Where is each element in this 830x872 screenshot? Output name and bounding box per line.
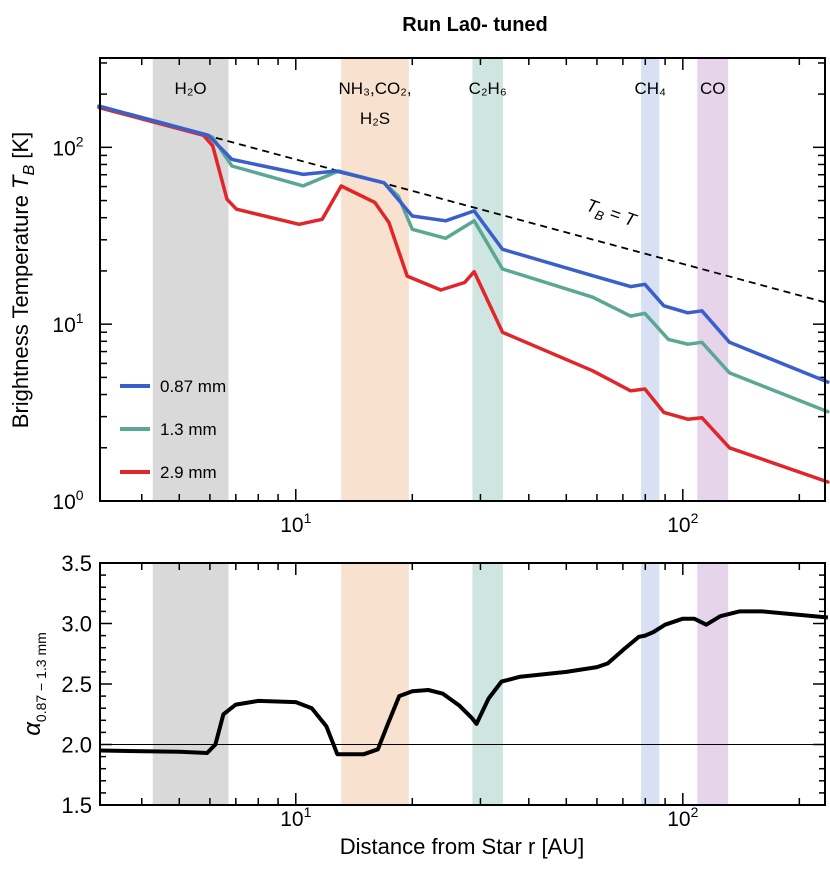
x-axis-label: Distance from Star r [AU]	[340, 834, 585, 859]
spectral-index-panel: 1.5 2.0 2.5 3.0 3.5 101 102 α0.87 − 1.3 mm	[19, 551, 829, 831]
series-line-2-9-mm	[97, 105, 830, 484]
y-tick-label: 1.5	[61, 793, 92, 818]
y-tick-label: 2.0	[61, 733, 92, 758]
y-tick-label: 3.5	[61, 551, 92, 576]
band-label: H₂S	[360, 109, 390, 128]
x-tick-label: 102	[667, 804, 698, 831]
ice-line-band	[341, 563, 409, 805]
legend-label: 0.87 mm	[160, 377, 226, 396]
ice-line-band	[697, 563, 729, 805]
y-tick-label: 102	[52, 133, 83, 160]
legend-label: 2.9 mm	[160, 463, 217, 482]
series-line-1-3-mm	[97, 104, 830, 414]
band-label: NH₃,CO₂,	[339, 79, 412, 98]
plot-frame	[99, 57, 826, 502]
y-tick-label: 101	[52, 310, 83, 337]
band-label: C₂H₆	[469, 79, 507, 98]
ice-line-band	[697, 58, 729, 501]
plot-frame	[99, 562, 826, 806]
x-tick-label: 101	[280, 510, 311, 537]
y-tick-label: 3.0	[61, 612, 92, 637]
legend-label: 1.3 mm	[160, 420, 217, 439]
ice-line-band	[641, 58, 660, 501]
reference-line-tb-equals-t	[99, 105, 826, 304]
band-label: H₂O	[175, 79, 207, 98]
y-tick-label: 2.5	[61, 672, 92, 697]
band-label: CH₄	[634, 79, 666, 98]
y-tick-label: 100	[52, 487, 83, 514]
brightness-temperature-panel: H₂O NH₃,CO₂, H₂S C₂H₆ CH₄ CO 100 101 102 101 102 TB…	[8, 57, 830, 537]
x-tick-label: 102	[667, 510, 698, 537]
ice-line-band	[341, 58, 409, 501]
reference-line-label: TB = T	[582, 195, 640, 235]
series-line-0-87-mm	[97, 104, 830, 384]
ice-line-band	[152, 563, 229, 805]
y-axis-label: α0.87 − 1.3 mm	[19, 632, 49, 736]
chart-title: Run La0- tuned	[402, 14, 548, 36]
x-tick-label: 101	[280, 804, 311, 831]
y-axis-label: Brightness Temperature TB [K]	[8, 132, 38, 428]
ice-line-band	[641, 563, 660, 805]
series-line-spectral-index	[99, 609, 829, 757]
band-label: CO	[700, 79, 726, 98]
